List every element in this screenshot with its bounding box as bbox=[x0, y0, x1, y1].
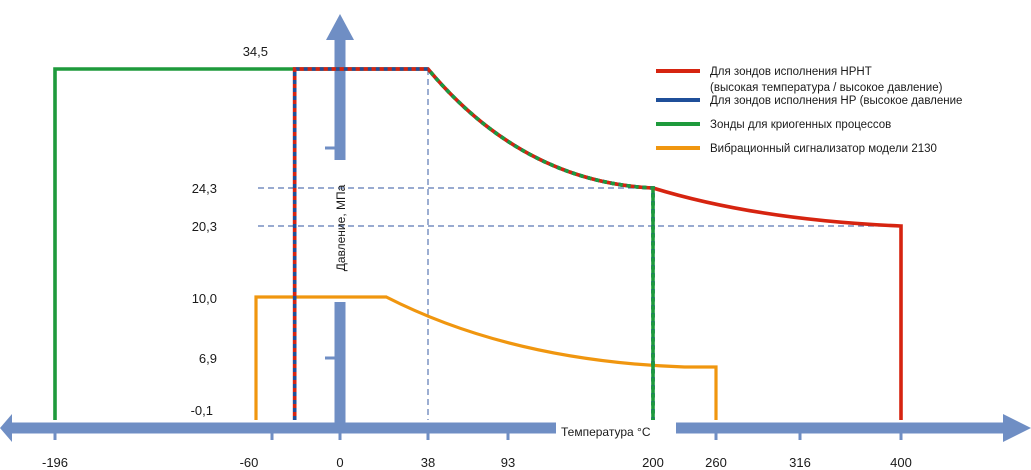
axes bbox=[0, 14, 1031, 442]
legend-label-line2: (высокая температура / высокое давление) bbox=[710, 82, 943, 94]
y-tick-label: 6,9 bbox=[199, 351, 217, 366]
y-tick-label: 10,0 bbox=[192, 291, 217, 306]
y-axis-arrow bbox=[326, 14, 354, 40]
legend: Для зондов исполнения НРНТ (высокая темпе… bbox=[656, 66, 962, 155]
x-tick-label: -196 bbox=[42, 455, 68, 470]
x-axis-title-bg bbox=[556, 421, 676, 441]
x-tick-label: 200 bbox=[642, 455, 664, 470]
x-axis-arrow bbox=[1003, 414, 1031, 442]
y-tick-label: 20,3 bbox=[192, 219, 217, 234]
x-tick-label: 400 bbox=[890, 455, 912, 470]
y-tick-label: -0,1 bbox=[191, 403, 213, 418]
reference-lines bbox=[258, 69, 901, 420]
tick-labels: -196 -60 0 38 93 200 260 316 400 34,5 24,3 20,3 10,0… bbox=[42, 44, 912, 470]
legend-label: Для зондов исполнения НРНТ bbox=[710, 66, 872, 78]
series-line-cryogenic bbox=[53, 67, 655, 420]
legend-label: Зонды для криогенных процессов bbox=[710, 119, 891, 131]
series-line-hp bbox=[292, 67, 655, 420]
x-tick-label: -60 bbox=[240, 455, 259, 470]
x-tick-label: 93 bbox=[501, 455, 515, 470]
x-axis-title: Температура °C bbox=[561, 425, 651, 439]
y-tick-label: 34,5 bbox=[243, 44, 268, 59]
x-tick-label: 38 bbox=[421, 455, 435, 470]
series-line-hpht-overlay bbox=[292, 67, 428, 420]
x-axis-arrow-left bbox=[0, 414, 12, 442]
series-line-cryogenic-overlay bbox=[426, 67, 655, 420]
x-tick-label: 316 bbox=[789, 455, 811, 470]
y-tick-label: 24,3 bbox=[192, 181, 217, 196]
series-lines bbox=[53, 67, 903, 420]
y-axis-title: Давление, МПа bbox=[334, 184, 348, 271]
series-line-vibration-2130 bbox=[254, 295, 718, 420]
legend-label: Вибрационный сигнализатор модели 2130 bbox=[710, 143, 937, 155]
legend-label: Для зондов исполнения НР (высокое давлен… bbox=[710, 95, 962, 107]
x-tick-label: 260 bbox=[705, 455, 727, 470]
x-tick-label: 0 bbox=[336, 455, 343, 470]
